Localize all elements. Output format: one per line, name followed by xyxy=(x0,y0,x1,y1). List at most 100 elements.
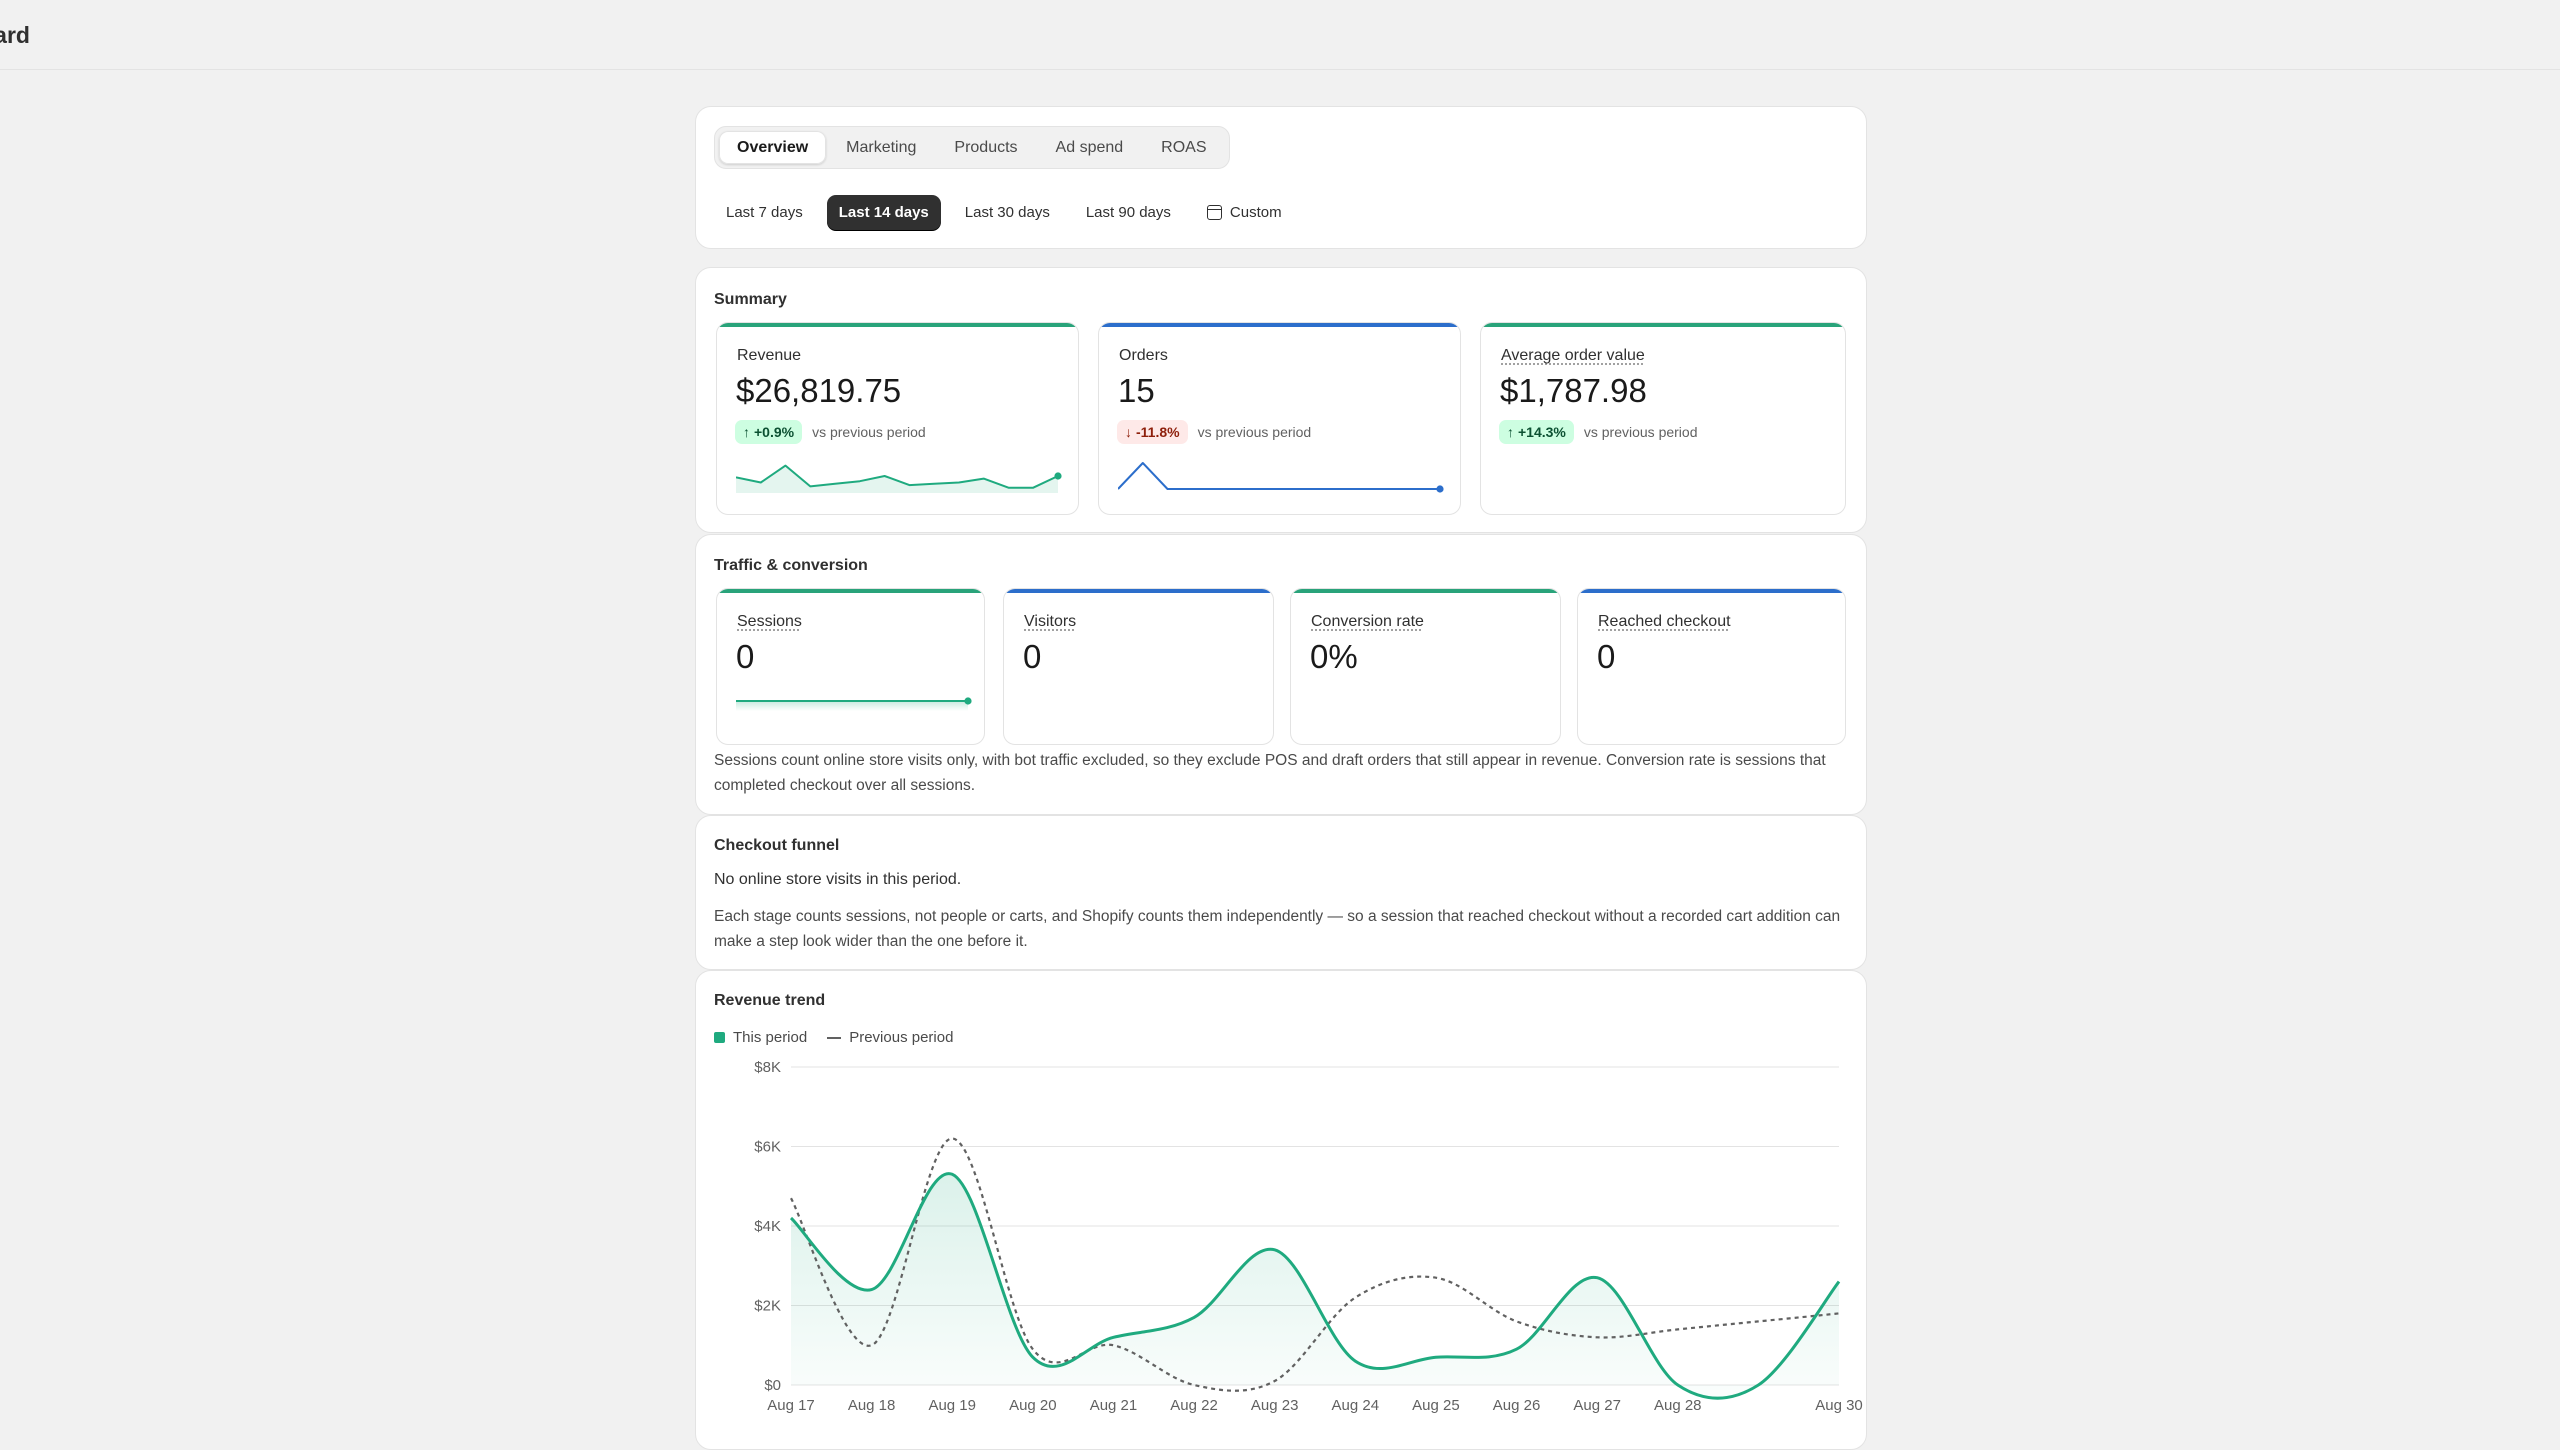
tab-products[interactable]: Products xyxy=(936,131,1035,164)
arrow-up-icon: ↑ xyxy=(1507,424,1514,440)
arrow-up-icon: ↑ xyxy=(743,424,750,440)
delta-badge: ↓ -11.8% xyxy=(1117,420,1188,444)
funnel-title: Checkout funnel xyxy=(714,837,839,855)
legend-item-previous-period[interactable]: Previous period xyxy=(827,1029,953,1046)
trend-title: Revenue trend xyxy=(714,992,825,1010)
metric-accent-bar xyxy=(717,589,984,593)
page-title: nboard xyxy=(0,22,30,49)
x-tick-label: Aug 21 xyxy=(1090,1397,1138,1414)
delta-badge: ↑ +0.9% xyxy=(735,420,802,444)
summary-title: Summary xyxy=(714,291,787,309)
legend-label: Previous period xyxy=(849,1029,953,1046)
metric-card-orders[interactable]: Orders 15 ↓ -11.8% vs previous period xyxy=(1098,322,1461,515)
metric-card-reached-checkout[interactable]: Reached checkout 0 xyxy=(1577,588,1846,745)
metric-card-revenue[interactable]: Revenue $26,819.75 ↑ +0.9% vs previous p… xyxy=(716,322,1079,515)
delta-value: -11.8% xyxy=(1136,424,1180,440)
funnel-note: Each stage counts sessions, not people o… xyxy=(714,904,1844,954)
metric-label: Reached checkout xyxy=(1598,613,1731,631)
tab-marketing[interactable]: Marketing xyxy=(828,131,934,164)
compare-label: vs previous period xyxy=(812,424,926,440)
metric-accent-bar xyxy=(1099,323,1460,327)
metric-value: 0 xyxy=(1023,638,1041,676)
delta-value: +14.3% xyxy=(1518,424,1566,440)
x-tick-label: Aug 27 xyxy=(1573,1397,1621,1414)
legend-item-this-period[interactable]: This period xyxy=(714,1029,807,1046)
metric-label: Revenue xyxy=(737,347,801,365)
range-last-30-days-button[interactable]: Last 30 days xyxy=(953,195,1062,230)
range-last-90-days-button[interactable]: Last 90 days xyxy=(1074,195,1183,230)
delta-badge: ↑ +14.3% xyxy=(1499,420,1574,444)
chart-legend: This period Previous period xyxy=(714,1029,953,1046)
checkout-funnel-card: Checkout funnel No online store visits i… xyxy=(695,815,1867,970)
nav-card: Overview Marketing Products Ad spend ROA… xyxy=(695,106,1867,249)
range-last-14-days-button[interactable]: Last 14 days xyxy=(827,195,941,230)
metric-accent-bar xyxy=(717,323,1078,327)
legend-swatch-this-period xyxy=(714,1032,725,1043)
tab-roas[interactable]: ROAS xyxy=(1143,131,1224,164)
metric-label: Conversion rate xyxy=(1311,613,1424,631)
y-tick-label: $4K xyxy=(754,1218,781,1235)
traffic-conversion-card: Traffic & conversion Sessions 0 Visitors… xyxy=(695,534,1867,815)
sparkline-area xyxy=(736,466,1058,493)
metric-delta-row: ↑ +14.3% vs previous period xyxy=(1499,420,1698,444)
orders-sparkline xyxy=(1118,457,1448,497)
sparkline-end-dot xyxy=(964,697,971,704)
metric-accent-bar xyxy=(1291,589,1560,593)
metric-card-visitors[interactable]: Visitors 0 xyxy=(1003,588,1274,745)
metric-value: $26,819.75 xyxy=(736,372,901,410)
metric-label: Sessions xyxy=(737,613,802,631)
x-tick-label: Aug 30 xyxy=(1815,1397,1863,1414)
top-bar: nboard xyxy=(0,0,2560,70)
y-tick-label: $0 xyxy=(764,1377,781,1394)
sparkline-end-dot xyxy=(1054,472,1061,479)
x-tick-label: Aug 28 xyxy=(1654,1397,1702,1414)
sparkline-end-dot xyxy=(1436,485,1443,492)
y-tick-label: $2K xyxy=(754,1298,781,1315)
arrow-down-icon: ↓ xyxy=(1125,424,1132,440)
range-custom-button[interactable]: Custom xyxy=(1195,195,1294,230)
metric-delta-row: ↓ -11.8% vs previous period xyxy=(1117,420,1311,444)
metric-card-sessions[interactable]: Sessions 0 xyxy=(716,588,985,745)
series-area-this-period xyxy=(791,1174,1839,1399)
legend-label: This period xyxy=(733,1029,807,1046)
date-range-selector: Last 7 days Last 14 days Last 30 days La… xyxy=(714,195,1294,230)
metric-accent-bar xyxy=(1004,589,1273,593)
metric-accent-bar xyxy=(1578,589,1845,593)
x-tick-label: Aug 26 xyxy=(1493,1397,1541,1414)
tab-overview[interactable]: Overview xyxy=(719,131,826,164)
metric-value: 0 xyxy=(736,638,754,676)
x-tick-label: Aug 17 xyxy=(767,1397,815,1414)
sparkline-line xyxy=(1118,463,1440,489)
metric-label: Average order value xyxy=(1501,347,1645,365)
metric-value: 0% xyxy=(1310,638,1358,676)
x-tick-label: Aug 19 xyxy=(928,1397,976,1414)
metric-card-conversion-rate[interactable]: Conversion rate 0% xyxy=(1290,588,1561,745)
funnel-empty-state: No online store visits in this period. xyxy=(714,871,961,889)
metric-label: Orders xyxy=(1119,347,1168,365)
y-tick-label: $6K xyxy=(754,1139,781,1156)
metric-accent-bar xyxy=(1481,323,1845,327)
revenue-trend-card: Revenue trend This period Previous perio… xyxy=(695,970,1867,1450)
metric-value: 15 xyxy=(1118,372,1155,410)
legend-dash-previous-period xyxy=(827,1037,841,1039)
x-tick-label: Aug 22 xyxy=(1170,1397,1218,1414)
tab-ad-spend[interactable]: Ad spend xyxy=(1038,131,1142,164)
compare-label: vs previous period xyxy=(1584,424,1698,440)
traffic-note: Sessions count online store visits only,… xyxy=(714,748,1844,798)
range-last-7-days-button[interactable]: Last 7 days xyxy=(714,195,815,230)
metric-card-average-order-value[interactable]: Average order value $1,787.98 ↑ +14.3% v… xyxy=(1480,322,1846,515)
sparkline-area xyxy=(736,701,968,711)
range-custom-label: Custom xyxy=(1230,204,1282,221)
compare-label: vs previous period xyxy=(1198,424,1312,440)
revenue-sparkline xyxy=(736,457,1066,497)
x-tick-label: Aug 24 xyxy=(1332,1397,1380,1414)
calendar-icon xyxy=(1207,205,1222,220)
x-tick-label: Aug 18 xyxy=(848,1397,896,1414)
revenue-trend-chart: $0 $2K $4K $6K $8K Aug 17 Aug 18 Aug 19 Aug 20 A… xyxy=(696,1051,1866,1441)
x-tick-label: Aug 20 xyxy=(1009,1397,1057,1414)
x-tick-label: Aug 25 xyxy=(1412,1397,1460,1414)
sessions-sparkline xyxy=(736,689,976,719)
metric-value: 0 xyxy=(1597,638,1615,676)
delta-value: +0.9% xyxy=(754,424,794,440)
traffic-title: Traffic & conversion xyxy=(714,557,868,575)
